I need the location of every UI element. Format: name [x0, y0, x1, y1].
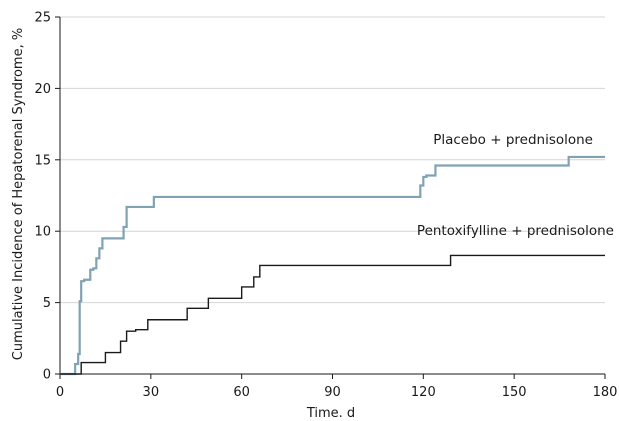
x-tick-label-0: 0 — [56, 385, 64, 400]
series-line-pentoxifylline-prednisolone — [60, 254, 605, 375]
y-tick-label-25: 25 — [34, 11, 51, 26]
axes — [59, 17, 605, 375]
x-tick-label-180: 180 — [593, 385, 618, 400]
x-axis-ticks: 0 30 60 90 120 150 180 — [56, 374, 618, 400]
y-tick-label-15: 15 — [34, 153, 51, 168]
y-tick-label-20: 20 — [34, 82, 51, 97]
x-tick-label-120: 120 — [411, 385, 436, 400]
x-tick-label-30: 30 — [143, 385, 160, 400]
y-tick-label-0: 0 — [43, 368, 51, 383]
y-tick-label-5: 5 — [43, 296, 51, 311]
y-axis-title: Cumulative Incidence of Hepatorenal Synd… — [11, 28, 26, 360]
series-label-pentoxifylline: Pentoxifylline + prednisolone — [417, 223, 614, 239]
x-tick-label-90: 90 — [324, 385, 341, 400]
series-label-placebo: Placebo + prednisolone — [433, 132, 593, 148]
x-tick-label-150: 150 — [502, 385, 527, 400]
x-axis-title: Time. d — [306, 406, 355, 421]
y-tick-label-10: 10 — [34, 225, 51, 240]
x-tick-label-60: 60 — [233, 385, 250, 400]
y-axis-ticks: 0 5 10 15 20 25 — [34, 11, 60, 383]
series-line-placebo-prednisolone — [60, 155, 605, 376]
plot-area — [60, 155, 605, 376]
grid-lines — [60, 16, 605, 304]
